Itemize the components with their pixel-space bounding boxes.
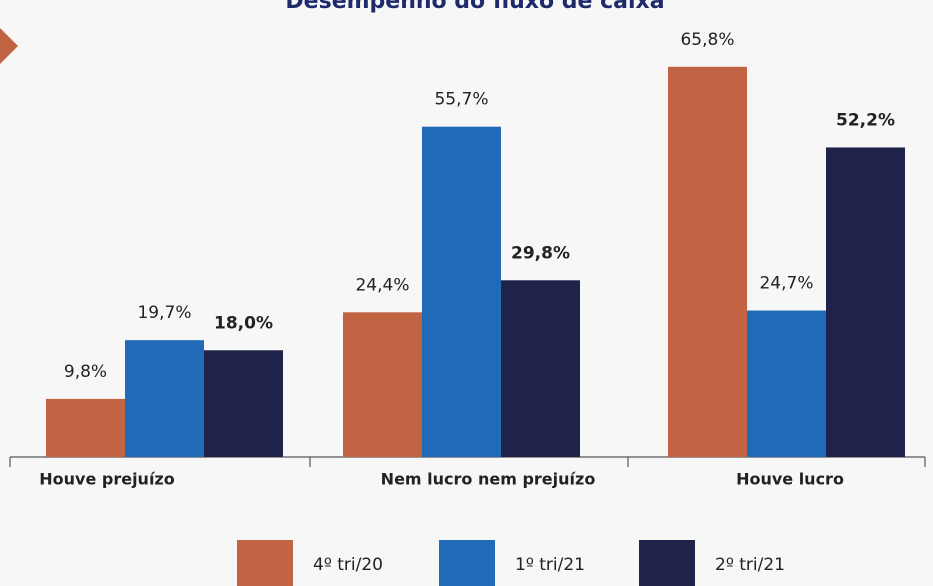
legend-swatch bbox=[237, 540, 293, 586]
bar bbox=[747, 310, 826, 457]
bar bbox=[826, 147, 905, 458]
data-label: 18,0% bbox=[214, 313, 273, 333]
data-label: 52,2% bbox=[836, 110, 895, 130]
data-label: 19,7% bbox=[137, 303, 191, 323]
legend-swatch bbox=[439, 540, 495, 586]
data-label: 24,4% bbox=[355, 275, 409, 295]
x-tick-label: Nem lucro nem prejuízo bbox=[381, 470, 596, 489]
data-label: 9,8% bbox=[64, 362, 107, 382]
legend-label: 4º tri/20 bbox=[313, 555, 383, 575]
bar bbox=[501, 280, 580, 457]
bar bbox=[125, 340, 204, 457]
data-label: 29,8% bbox=[511, 243, 570, 263]
bar bbox=[422, 126, 501, 457]
bar bbox=[204, 350, 283, 457]
data-label: 55,7% bbox=[434, 90, 488, 110]
legend-swatch bbox=[639, 540, 695, 586]
decoration bbox=[0, 28, 18, 64]
legend-label: 2º tri/21 bbox=[715, 555, 785, 575]
bar bbox=[343, 312, 422, 457]
x-tick-label: Houve lucro bbox=[736, 470, 844, 489]
legend-label: 1º tri/21 bbox=[515, 555, 585, 575]
chart-title: Desempenho do fluxo de caixa bbox=[285, 0, 664, 14]
data-label: 24,7% bbox=[759, 274, 813, 294]
bar bbox=[668, 66, 747, 457]
bar bbox=[46, 398, 125, 457]
data-label: 65,8% bbox=[680, 30, 734, 50]
x-tick-label: Houve prejuízo bbox=[39, 470, 174, 489]
